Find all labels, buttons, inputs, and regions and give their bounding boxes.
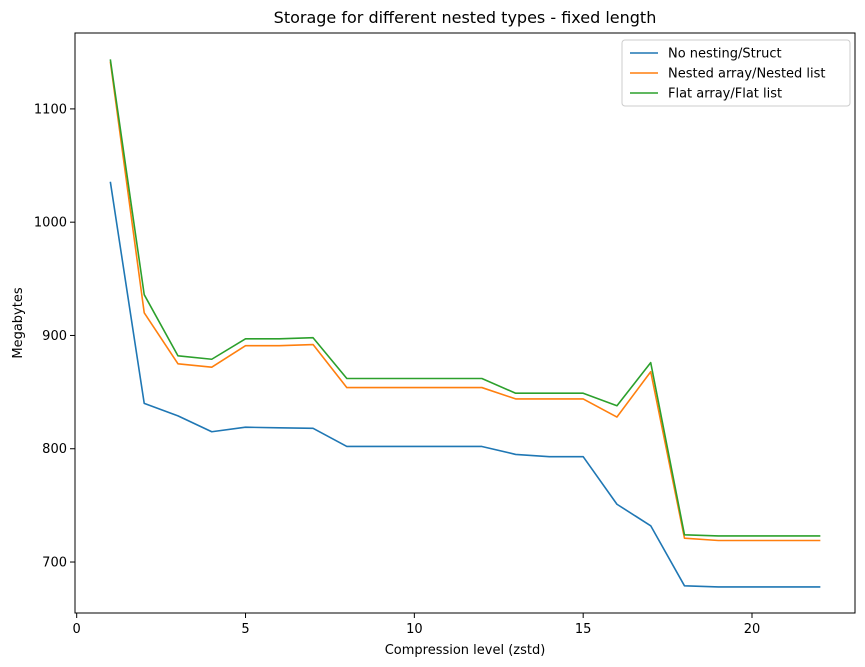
y-axis: 700 800 900 1000 1100 xyxy=(34,102,75,571)
y-tick-label: 900 xyxy=(42,329,67,344)
legend: No nesting/Struct Nested array/Nested lis… xyxy=(621,39,851,107)
series-line-3 xyxy=(109,59,821,537)
x-tick-label: 5 xyxy=(241,622,249,637)
x-axis-title: Compression level (zstd) xyxy=(385,643,546,658)
y-axis-title: Megabytes xyxy=(11,287,26,358)
legend-label: Nested array/Nested list xyxy=(668,67,826,82)
y-tick-label: 1100 xyxy=(34,102,67,117)
legend-label: Flat array/Flat list xyxy=(668,87,782,102)
x-axis: 0 5 10 15 20 xyxy=(73,613,761,637)
series-line-1 xyxy=(109,181,821,588)
series-layer xyxy=(109,59,821,588)
x-tick-label: 20 xyxy=(744,622,761,637)
legend-box xyxy=(621,39,851,107)
chart-title: Storage for different nested types - fix… xyxy=(274,8,657,27)
plot-frame xyxy=(74,32,856,614)
series-line-2 xyxy=(109,61,821,542)
x-tick-label: 0 xyxy=(73,622,81,637)
legend-label: No nesting/Struct xyxy=(668,47,782,62)
y-tick-label: 700 xyxy=(42,556,67,571)
x-tick-label: 15 xyxy=(575,622,592,637)
y-tick-label: 1000 xyxy=(34,216,67,231)
x-tick-label: 10 xyxy=(406,622,423,637)
y-tick-label: 800 xyxy=(42,442,67,457)
